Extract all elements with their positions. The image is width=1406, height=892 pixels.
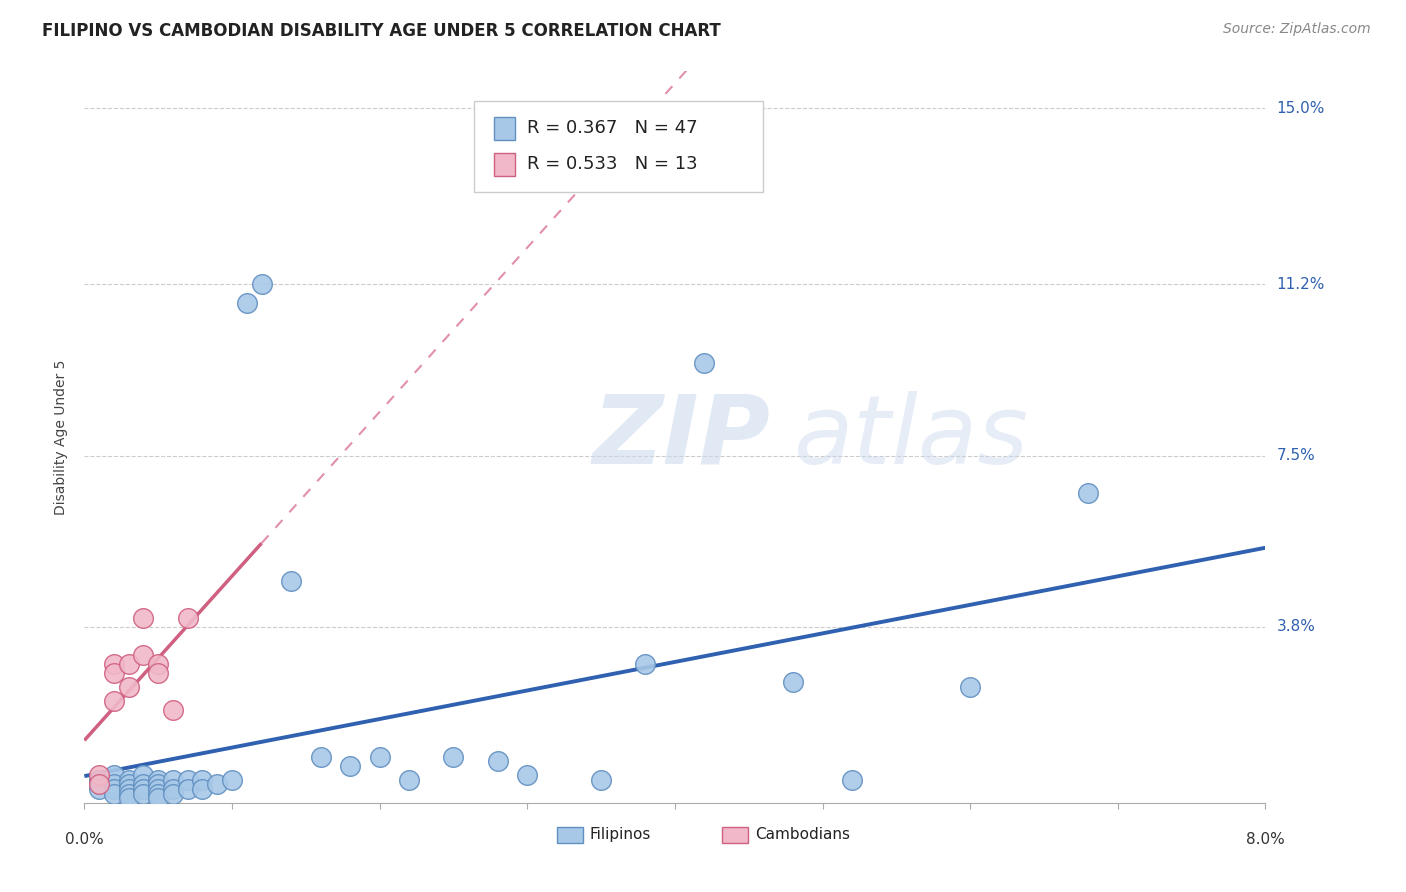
Text: 8.0%: 8.0%: [1246, 832, 1285, 847]
Point: [1077, 485, 1099, 500]
Point: [103, 781, 125, 796]
Point: [118, 772, 141, 787]
Point: [132, 787, 155, 801]
Point: [148, 772, 170, 787]
Point: [250, 277, 273, 292]
Point: [280, 574, 302, 588]
Point: [148, 777, 170, 791]
Point: [207, 777, 229, 791]
Point: [443, 749, 465, 764]
Point: [103, 787, 125, 801]
FancyBboxPatch shape: [494, 117, 515, 140]
Point: [87, 768, 111, 782]
Text: 0.0%: 0.0%: [65, 832, 104, 847]
Point: [148, 787, 170, 801]
Text: Source: ZipAtlas.com: Source: ZipAtlas.com: [1223, 22, 1371, 37]
Text: R = 0.367   N = 47: R = 0.367 N = 47: [527, 120, 697, 137]
Point: [841, 772, 863, 787]
Point: [118, 781, 141, 796]
Point: [235, 295, 259, 310]
Text: 15.0%: 15.0%: [1277, 101, 1324, 116]
Point: [516, 768, 538, 782]
Point: [959, 680, 981, 694]
FancyBboxPatch shape: [474, 101, 763, 192]
Point: [339, 758, 361, 772]
Point: [148, 781, 170, 796]
Point: [118, 657, 141, 671]
Point: [693, 356, 716, 370]
Text: R = 0.533   N = 13: R = 0.533 N = 13: [527, 155, 697, 173]
Text: FILIPINO VS CAMBODIAN DISABILITY AGE UNDER 5 CORRELATION CHART: FILIPINO VS CAMBODIAN DISABILITY AGE UND…: [42, 22, 721, 40]
Text: Cambodians: Cambodians: [755, 828, 851, 842]
Point: [87, 777, 111, 791]
Point: [177, 772, 200, 787]
Point: [132, 781, 155, 796]
Point: [118, 787, 141, 801]
Point: [162, 703, 184, 717]
FancyBboxPatch shape: [494, 153, 515, 176]
FancyBboxPatch shape: [723, 827, 748, 843]
Point: [368, 749, 391, 764]
Point: [191, 772, 214, 787]
Point: [132, 777, 155, 791]
Text: ZIP: ZIP: [592, 391, 770, 483]
Point: [591, 772, 613, 787]
Point: [148, 657, 170, 671]
Point: [132, 610, 155, 624]
Text: 11.2%: 11.2%: [1277, 277, 1324, 292]
Point: [87, 781, 111, 796]
Point: [132, 768, 155, 782]
Y-axis label: Disability Age Under 5: Disability Age Under 5: [55, 359, 69, 515]
Point: [103, 768, 125, 782]
Point: [221, 772, 243, 787]
Point: [162, 781, 184, 796]
Point: [148, 791, 170, 805]
Point: [103, 694, 125, 708]
Point: [87, 777, 111, 791]
Text: Filipinos: Filipinos: [591, 828, 651, 842]
Point: [87, 772, 111, 787]
Text: atlas: atlas: [793, 391, 1028, 483]
Point: [398, 772, 420, 787]
Text: 7.5%: 7.5%: [1277, 448, 1315, 463]
Point: [162, 787, 184, 801]
Text: 3.8%: 3.8%: [1277, 619, 1316, 634]
Point: [132, 648, 155, 662]
Point: [782, 675, 804, 690]
Point: [103, 777, 125, 791]
Point: [103, 666, 125, 681]
Point: [118, 791, 141, 805]
Point: [309, 749, 332, 764]
Point: [118, 777, 141, 791]
FancyBboxPatch shape: [557, 827, 582, 843]
Point: [177, 781, 200, 796]
Point: [118, 680, 141, 694]
Point: [162, 772, 184, 787]
Point: [634, 657, 657, 671]
Point: [103, 657, 125, 671]
Point: [191, 781, 214, 796]
Point: [486, 754, 509, 768]
Point: [148, 666, 170, 681]
Point: [177, 610, 200, 624]
